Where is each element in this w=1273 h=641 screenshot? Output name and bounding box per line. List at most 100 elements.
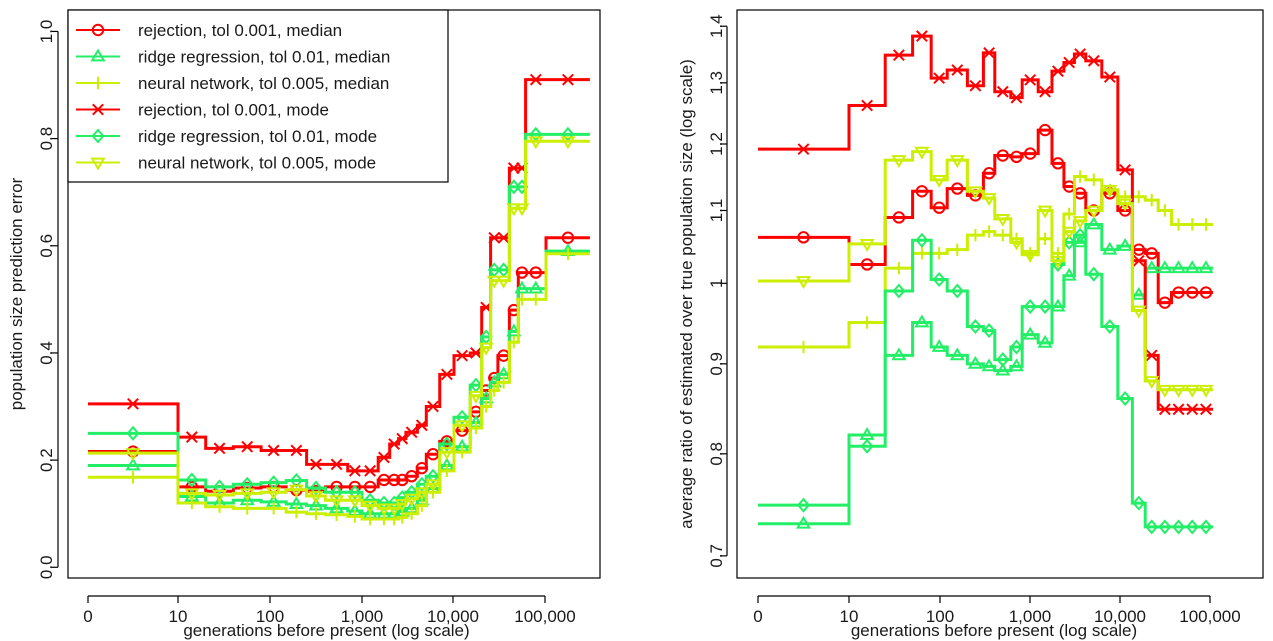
series-4-point [348, 484, 362, 500]
series-4-point [1103, 319, 1117, 335]
series-4-point [1145, 519, 1159, 535]
series-5-point [560, 136, 576, 150]
series-3-point [562, 73, 574, 86]
series-2-point [1087, 173, 1100, 187]
series-0-point [426, 448, 440, 461]
series-2-point [1186, 218, 1199, 231]
series-3-point [969, 79, 982, 92]
series-5-point [439, 447, 455, 461]
series-0-point [515, 266, 529, 279]
series-3-point [1010, 91, 1023, 104]
series-5-point [1102, 185, 1118, 198]
legend-2-point [91, 76, 105, 90]
series-1-point [931, 339, 947, 352]
series-3-point [1063, 56, 1076, 69]
series-2-point [488, 384, 501, 397]
series-2-point [892, 261, 906, 275]
series-3-point [1024, 73, 1037, 86]
series-3-point [364, 464, 377, 477]
x-tick-label: 1,000 [341, 607, 384, 626]
series-3-point [1087, 54, 1100, 67]
y-tick-label: 1.4 [707, 14, 726, 38]
legend-5-point [90, 157, 106, 171]
series-0-point [1010, 150, 1023, 164]
series-0-point [1145, 247, 1158, 260]
series-5-point [1171, 384, 1187, 398]
series-5-point [386, 503, 402, 517]
series-3-point [1039, 85, 1051, 98]
series-3-point [1186, 403, 1199, 416]
series-1-point [1061, 267, 1077, 281]
series-5-point [329, 495, 345, 509]
series-1-point [506, 323, 522, 337]
x-tick-label: 100,000 [1179, 607, 1240, 626]
series-1-line [88, 249, 590, 516]
series-5-point [468, 390, 484, 404]
series-5-line [88, 139, 590, 510]
series-0-point [1199, 286, 1213, 299]
series-5-point [914, 146, 930, 160]
series-4-point [1185, 519, 1199, 535]
series-1-point [528, 280, 544, 294]
series-5-point [376, 503, 392, 517]
series-3-point [1158, 403, 1171, 416]
x-axis-label: generations before present (log scale) [851, 621, 1137, 640]
series-group [758, 30, 1214, 535]
series-1-point [1086, 216, 1102, 230]
series-2-point [951, 243, 964, 256]
series-4-point [1199, 519, 1213, 535]
series-2-point [1132, 190, 1145, 203]
y-tick-label: 0.6 [37, 234, 56, 258]
series-4-point [1023, 299, 1037, 315]
series-5-point [425, 479, 441, 493]
series-2-point [241, 502, 254, 515]
series-1-point [1144, 260, 1160, 274]
legend-entry-label: rejection, tol 0.001, mode [138, 101, 329, 120]
series-3-point [861, 99, 874, 112]
series-5-point [496, 275, 512, 289]
y-tick-label: 1.2 [707, 132, 726, 156]
series-5-point [1131, 305, 1147, 319]
series-3-point [267, 444, 280, 457]
series-5-point [795, 276, 812, 289]
series-2-point [915, 247, 929, 260]
series-3-point [1172, 403, 1185, 416]
series-5-point [1037, 205, 1053, 219]
series-4-point [330, 484, 344, 500]
series-3-point [241, 440, 254, 453]
series-3-point [497, 231, 510, 244]
series-4-point [1009, 339, 1024, 355]
series-4-point [915, 232, 929, 248]
y-tick-label: 1 [707, 279, 726, 288]
series-2-point [126, 471, 140, 484]
legend-box [67, 9, 449, 183]
series-3-point [378, 451, 390, 464]
series-0-point [1038, 123, 1052, 137]
series-1-point [1157, 260, 1173, 274]
series-0-point [892, 211, 906, 224]
series-2-point [363, 512, 377, 526]
series-3-point [456, 349, 469, 362]
series-2-point [267, 502, 280, 515]
series-2-point [1038, 232, 1052, 245]
series-3-point [983, 46, 996, 59]
y-tick-label: 1.3 [707, 71, 726, 95]
legend-1-point [90, 48, 106, 62]
series-0-line [758, 128, 1213, 305]
series-0-point [860, 258, 874, 271]
series-2-point [1118, 190, 1132, 203]
series-4-point [440, 436, 454, 452]
series-5-point [394, 499, 410, 513]
series-3-point [440, 368, 453, 381]
series-4-point [1172, 519, 1186, 535]
series-5-point [404, 493, 420, 507]
series-5-point [239, 488, 255, 502]
series-0-point [387, 473, 401, 487]
series-4-point [1062, 234, 1076, 250]
series-5-point [362, 500, 378, 514]
series-4-point [126, 425, 140, 441]
right-chart-panel: 0 10 100 1,000 10,000 100,000 generations befo… [677, 9, 1264, 640]
series-0-point [982, 166, 996, 180]
series-5-point [1184, 384, 1200, 398]
series-2-point [797, 340, 810, 354]
